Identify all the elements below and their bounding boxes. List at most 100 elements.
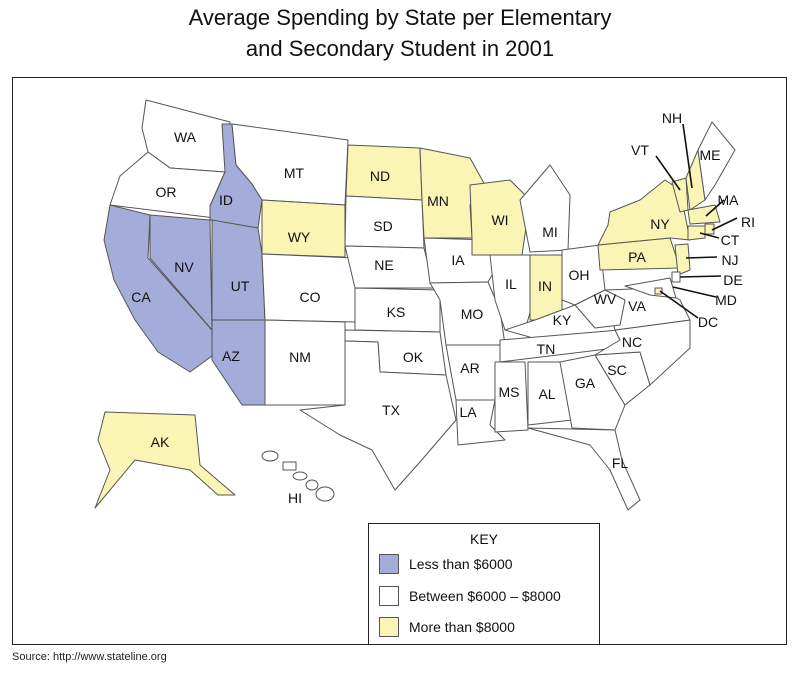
hawaii-island-3 [305, 479, 319, 491]
leader-line-md [672, 286, 717, 298]
state-label-me: ME [700, 147, 721, 163]
state-ms [494, 361, 529, 433]
state-wy [261, 199, 346, 258]
legend-item-high: More than $8000 [379, 617, 515, 637]
state-label-nj: NJ [721, 252, 738, 268]
leader-line-ma [705, 199, 725, 217]
leader-line-dc [659, 290, 699, 319]
state-de [671, 271, 681, 283]
state-tx [299, 340, 457, 491]
state-label-va: VA [628, 298, 646, 314]
state-label-ny: NY [650, 216, 670, 232]
leader-line-de [679, 275, 722, 278]
label-leader-lines [655, 123, 738, 319]
state-label-sc: SC [607, 362, 626, 378]
state-label-md: MD [715, 292, 737, 308]
state-label-nm: NM [289, 349, 311, 365]
state-label-ak: AK [151, 434, 170, 450]
state-label-sd: SD [373, 218, 392, 234]
title-line-2: and Secondary Student in 2001 [245, 36, 555, 61]
source-note: Source: http://www.stateline.org [12, 651, 167, 663]
leader-line-nj [685, 256, 718, 259]
state-label-wi: WI [491, 212, 508, 228]
state-label-de: DE [723, 272, 742, 288]
state-wv [574, 289, 626, 329]
state-label-wv: WV [594, 291, 617, 307]
state-mi [519, 164, 571, 253]
state-nj [674, 243, 691, 276]
state-label-hi: HI [288, 490, 302, 506]
legend-label-high: More than $8000 [409, 619, 515, 635]
state-label-tn: TN [537, 341, 556, 357]
state-ut [211, 219, 266, 321]
state-label-al: AL [538, 386, 555, 402]
hawaii-island-4 [315, 486, 335, 502]
legend-swatch-high [379, 617, 399, 637]
state-label-nc: NC [622, 334, 642, 350]
leader-line-ri [711, 217, 738, 231]
state-label-pa: PA [628, 249, 646, 265]
state-label-la: LA [459, 404, 477, 420]
hawaii-island-2 [292, 471, 308, 481]
state-az [211, 319, 266, 406]
legend-item-mid: Between $6000 – $8000 [379, 586, 561, 606]
state-label-ut: UT [231, 278, 250, 294]
legend-item-low: Less than $6000 [379, 554, 513, 574]
state-label-dc: DC [698, 314, 718, 330]
legend-label-low: Less than $6000 [409, 556, 513, 572]
state-label-nv: NV [174, 259, 194, 275]
state-label-tx: TX [382, 402, 401, 418]
state-co [261, 253, 356, 323]
state-label-ga: GA [575, 375, 596, 391]
state-label-ri: RI [741, 214, 755, 230]
leader-line-ct [699, 232, 720, 239]
state-label-vt: VT [631, 142, 649, 158]
state-ct [687, 225, 706, 241]
state-label-ca: CA [131, 289, 151, 305]
leader-line-nh [682, 123, 693, 189]
state-label-il: IL [505, 276, 517, 292]
state-label-co: CO [300, 289, 321, 305]
state-label-ct: CT [721, 232, 740, 248]
state-label-fl: FL [612, 455, 629, 471]
state-label-mt: MT [284, 165, 305, 181]
state-label-ks: KS [387, 304, 406, 320]
state-label-id: ID [219, 192, 233, 208]
state-label-mn: MN [427, 193, 449, 209]
legend-label-mid: Between $6000 – $8000 [409, 588, 561, 604]
state-labels: WA OR CA ID NV UT AZ MT WY CO NM ND SD NE KS OK TX MN IA MO… [131, 110, 755, 506]
state-la [455, 399, 506, 446]
state-me [697, 121, 736, 201]
state-label-wy: WY [288, 229, 311, 245]
state-label-ky: KY [553, 312, 572, 328]
state-fl [527, 427, 641, 511]
state-label-ne: NE [374, 257, 393, 273]
state-label-oh: OH [569, 267, 590, 283]
state-label-wa: WA [174, 129, 197, 145]
state-label-az: AZ [222, 348, 240, 364]
leader-line-vt [655, 155, 681, 191]
map-title: Average Spending by State per Elementary… [0, 2, 800, 64]
legend-title: KEY [469, 531, 498, 547]
state-label-ia: IA [451, 252, 465, 268]
state-shapes [94, 99, 736, 511]
state-label-nd: ND [370, 168, 390, 184]
state-label-ma: MA [718, 192, 740, 208]
hawaii-island-1 [261, 450, 279, 462]
state-label-ar: AR [460, 360, 479, 376]
title-line-1: Average Spending by State per Elementary [188, 5, 612, 30]
legend-swatch-low [379, 554, 399, 574]
state-ca [103, 204, 213, 373]
state-ga [559, 354, 626, 431]
state-ak [94, 411, 236, 509]
state-dc [654, 287, 663, 295]
state-label-ok: OK [403, 349, 424, 365]
state-nc [594, 319, 691, 386]
legend-swatch-mid [379, 586, 399, 606]
state-hi [282, 461, 297, 471]
state-label-in: IN [538, 278, 552, 294]
state-label-mo: MO [461, 306, 484, 322]
state-label-ms: MS [499, 384, 520, 400]
map-legend: KEY Less than $6000 Between $6000 – $800… [368, 523, 600, 645]
